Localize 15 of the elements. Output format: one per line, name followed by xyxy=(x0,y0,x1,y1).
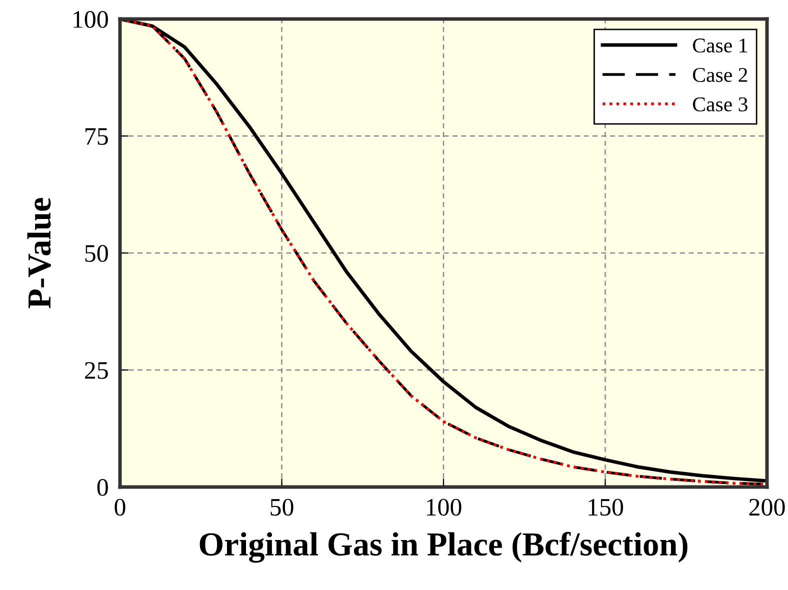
y-tick-label: 25 xyxy=(84,362,108,379)
x-tick-label: 100 xyxy=(426,498,462,516)
legend-label: Case 1 xyxy=(692,38,747,53)
legend-label: Case 3 xyxy=(692,97,748,112)
y-tick-label: 50 xyxy=(85,245,108,262)
x-tick-label: 50 xyxy=(270,498,294,516)
x-axis-title: Original Gas in Place (Bcf/section) xyxy=(200,532,688,563)
x-tick-label: 0 xyxy=(114,498,126,516)
y-tick-label: 0 xyxy=(97,479,108,496)
y-axis-title: P-Value xyxy=(27,198,51,308)
x-tick-label: 200 xyxy=(749,498,785,516)
legend-label: Case 2 xyxy=(692,68,748,82)
y-tick-label: 75 xyxy=(86,128,108,145)
y-tick-label: 100 xyxy=(74,11,108,28)
x-tick-label: 150 xyxy=(588,498,624,516)
